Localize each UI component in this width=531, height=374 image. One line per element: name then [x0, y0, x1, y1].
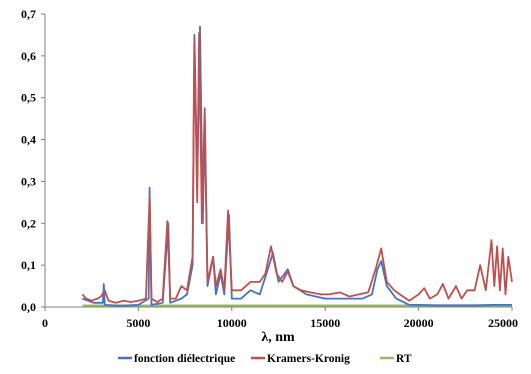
- y-tick-label: 0,0: [21, 300, 36, 314]
- y-tick-label: 0,4: [21, 133, 36, 147]
- y-tick-label: 0,2: [21, 216, 36, 230]
- plot-area: [81, 25, 513, 307]
- legend-item: fonction diélectrique: [118, 353, 235, 365]
- x-tick-label: 5000: [126, 316, 150, 330]
- x-axis: 0 5000 10000 15000 20000 25000: [42, 306, 518, 330]
- legend-label: fonction diélectrique: [134, 353, 235, 365]
- x-tick-label: 25000: [488, 316, 518, 330]
- legend-label: RT: [396, 353, 412, 365]
- legend-item: RT: [380, 353, 412, 365]
- y-tick-label: 0,7: [21, 7, 36, 21]
- x-tick-label: 10000: [217, 316, 247, 330]
- y-tick-label: 0,1: [21, 258, 36, 272]
- y-tick-label: 0,6: [21, 49, 36, 63]
- x-tick-label: 15000: [310, 316, 340, 330]
- x-axis-title: λ, nm: [261, 330, 295, 345]
- y-axis: 0,0 0,1 0,2 0,3 0,4 0,5 0,6 0,7: [21, 7, 46, 314]
- series-line-kramers-kronig: [81, 31, 513, 304]
- y-tick-label: 0,3: [21, 174, 36, 188]
- legend: fonction diélectrique Kramers-Kronig RT: [118, 353, 412, 365]
- legend-item: Kramers-Kronig: [251, 353, 350, 365]
- legend-label: Kramers-Kronig: [267, 353, 350, 365]
- y-tick-label: 0,5: [21, 91, 36, 105]
- x-tick-label: 0: [42, 316, 48, 330]
- x-tick-label: 20000: [404, 316, 434, 330]
